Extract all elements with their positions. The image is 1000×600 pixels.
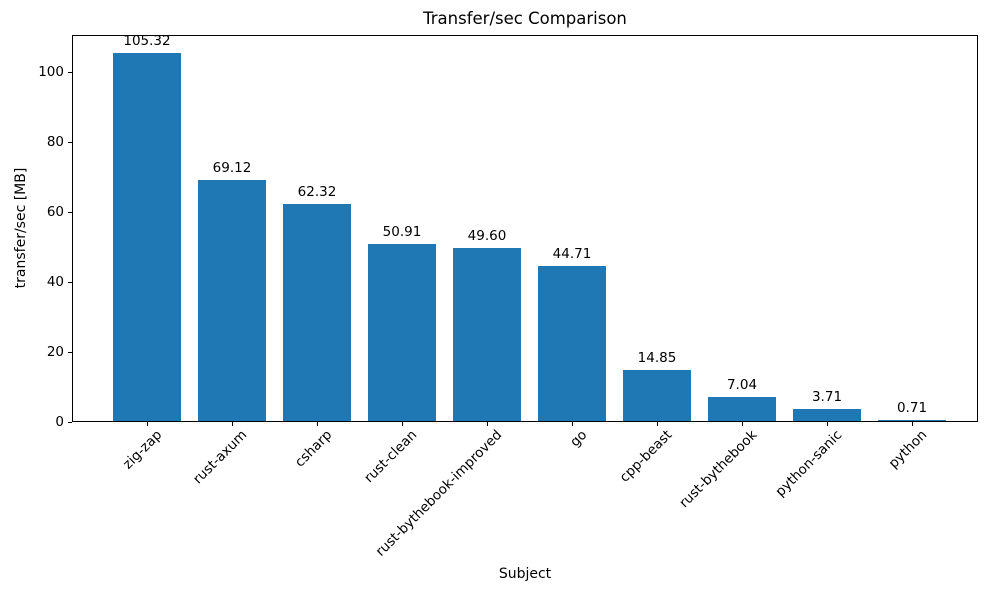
x-tick-mark [232,422,233,426]
x-axis-label: Subject [498,566,552,582]
bar-value-rust-bythebook: 7.04 [726,377,758,393]
bar-value-rust-clean: 50.91 [382,224,422,240]
x-tick-mark [317,422,318,426]
bar-value-rust-bythebook-improved: 49.60 [467,228,507,244]
bar-rust-bythebook [708,397,776,421]
x-tick-mark [742,422,743,426]
y-axis-label: transfer/sec [MB] [13,167,29,289]
bar-zig-zap [113,53,181,421]
y-tick-label-20: 20 [46,344,64,360]
y-tick-label-60: 60 [46,204,64,220]
x-tick-mark [402,422,403,426]
bar-cpp-beast [623,370,691,421]
chart-title: Transfer/sec Comparison [423,9,627,28]
bar-value-rust-axum: 69.12 [212,160,252,176]
x-tick-mark [827,422,828,426]
y-tick-label-40: 40 [46,274,64,290]
y-tick-label-100: 100 [38,64,64,80]
bar-rust-bythebook-improved [453,248,521,421]
bar-rust-axum [198,180,266,421]
x-tick-mark [147,422,148,426]
bar-go [538,266,606,421]
y-tick-mark [68,422,72,423]
x-tick-mark [912,422,913,426]
y-tick-mark [68,72,72,73]
y-tick-label-0: 0 [55,414,64,430]
bar-rust-clean [368,244,436,421]
bar-python [878,420,946,421]
bar-value-go: 44.71 [552,246,592,262]
bar-value-csharp: 62.32 [297,184,337,200]
y-tick-mark [68,352,72,353]
bar-value-python-sanic: 3.71 [811,389,843,405]
plot-frame [72,35,978,422]
x-tick-mark [657,422,658,426]
y-tick-mark [68,282,72,283]
bar-value-zig-zap: 105.32 [123,33,171,49]
bar-csharp [283,204,351,421]
x-tick-mark [487,422,488,426]
y-tick-mark [68,142,72,143]
y-tick-label-80: 80 [46,134,64,150]
bar-value-python: 0.71 [896,400,928,416]
y-tick-mark [68,212,72,213]
x-tick-mark [572,422,573,426]
bar-value-cpp-beast: 14.85 [637,350,677,366]
bar-python-sanic [793,409,861,421]
